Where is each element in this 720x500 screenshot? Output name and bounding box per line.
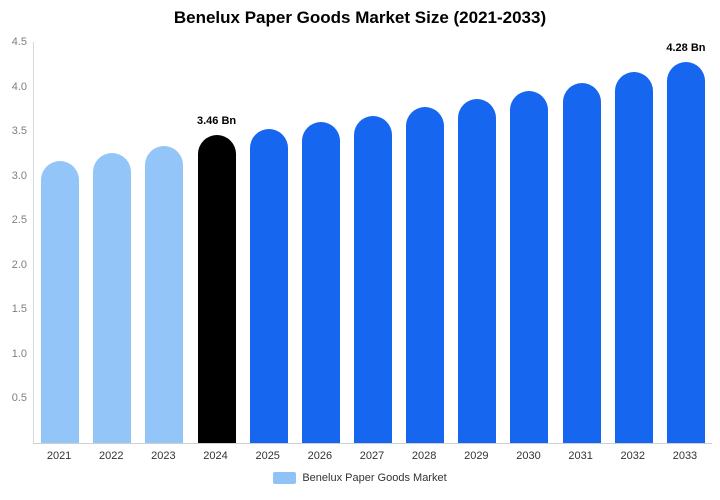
x-axis-label-2022: 2022 xyxy=(98,450,124,462)
bar-slot xyxy=(347,42,399,443)
bar-slot xyxy=(451,42,503,443)
bar-2022[interactable] xyxy=(93,153,132,443)
bar-slot xyxy=(34,42,86,443)
y-axis-label: 4.0 xyxy=(11,80,27,93)
x-axis-label-2025: 2025 xyxy=(255,450,280,462)
y-axis-label: 2.0 xyxy=(11,258,27,271)
y-axis-label: 3.0 xyxy=(11,169,27,182)
bar-slot: 4.28 Bn xyxy=(660,42,712,443)
x-axis-label-2030: 2030 xyxy=(516,450,541,462)
bar-slot xyxy=(295,42,347,443)
bar-2026[interactable] xyxy=(301,122,340,443)
bar-slot: 3.46 Bn xyxy=(190,42,242,443)
x-axis-label-2031: 2031 xyxy=(568,450,593,462)
plot-area: 3.46 Bn 4.28 Bn xyxy=(33,42,712,444)
bar-2030[interactable] xyxy=(510,91,549,443)
bar-2025[interactable] xyxy=(249,129,288,443)
y-axis-label: 1.5 xyxy=(11,303,27,316)
bar-value-label: 4.28 Bn xyxy=(666,42,706,54)
bar-2029[interactable] xyxy=(458,99,497,443)
x-axis-label-2021: 2021 xyxy=(46,450,72,462)
bar-slot xyxy=(138,42,190,443)
bar-value-label: 3.46 Bn xyxy=(196,115,237,127)
x-axis-labels: 2021 2022 2023 2024 2025 2026 2027 2028 2029 2030… xyxy=(33,450,711,462)
y-axis-label: 1.0 xyxy=(11,347,27,360)
y-axis-label: 3.5 xyxy=(11,125,27,138)
bar-slot xyxy=(243,42,295,443)
legend-swatch-icon xyxy=(273,472,297,484)
bar-2024[interactable] xyxy=(197,135,236,443)
bar-2033[interactable] xyxy=(666,62,705,443)
bar-2027[interactable] xyxy=(354,116,393,443)
bar-slot xyxy=(556,42,608,443)
x-axis-label-2027: 2027 xyxy=(359,450,385,462)
bars: 3.46 Bn 4.28 Bn xyxy=(34,42,712,443)
x-axis-label-2024: 2024 xyxy=(203,450,228,462)
x-axis-label-2028: 2028 xyxy=(411,450,437,462)
y-axis-label: 0.5 xyxy=(11,392,27,405)
bar-slot xyxy=(608,42,660,443)
legend[interactable]: Benelux Paper Goods Market xyxy=(0,472,720,484)
bar-slot xyxy=(503,42,555,443)
bar-2032[interactable] xyxy=(614,72,653,443)
bar-2021[interactable] xyxy=(41,161,80,443)
bar-2023[interactable] xyxy=(145,146,184,443)
x-axis-label-2033: 2033 xyxy=(672,450,698,462)
x-axis-label-2023: 2023 xyxy=(151,450,176,462)
y-axis-label: 2.5 xyxy=(11,214,27,227)
bar-slot xyxy=(399,42,451,443)
chart-title: Benelux Paper Goods Market Size (2021-20… xyxy=(173,8,547,27)
x-axis-label-2029: 2029 xyxy=(464,450,489,462)
y-axis-label: 4.5 xyxy=(11,36,27,48)
x-axis-label-2026: 2026 xyxy=(307,450,333,462)
bar-2031[interactable] xyxy=(562,83,601,443)
bar-2028[interactable] xyxy=(406,107,445,443)
bar-slot xyxy=(86,42,138,443)
legend-label: Benelux Paper Goods Market xyxy=(302,472,447,484)
x-axis-label-2032: 2032 xyxy=(620,450,646,462)
